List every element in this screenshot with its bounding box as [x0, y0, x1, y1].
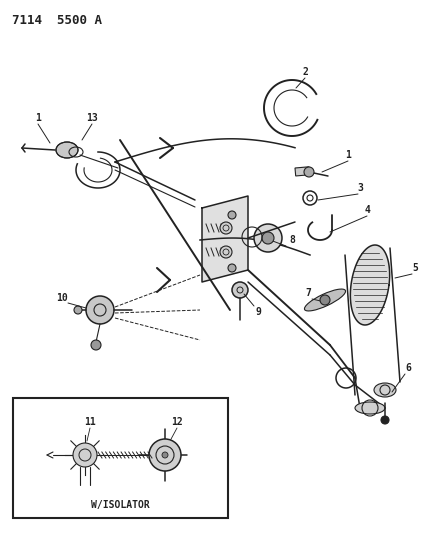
Ellipse shape — [374, 383, 396, 397]
Circle shape — [162, 452, 168, 458]
Polygon shape — [202, 196, 248, 282]
Circle shape — [220, 246, 232, 258]
Circle shape — [304, 167, 314, 177]
Circle shape — [228, 211, 236, 219]
Text: 13: 13 — [86, 113, 98, 123]
Circle shape — [86, 296, 114, 324]
Ellipse shape — [56, 142, 78, 158]
Text: 8: 8 — [289, 235, 295, 245]
Circle shape — [381, 416, 389, 424]
Circle shape — [232, 282, 248, 298]
Circle shape — [320, 295, 330, 305]
Ellipse shape — [74, 306, 82, 314]
Text: 6: 6 — [405, 363, 411, 373]
Text: 11: 11 — [84, 417, 96, 427]
Circle shape — [228, 264, 236, 272]
Circle shape — [220, 222, 232, 234]
Bar — [295, 167, 309, 176]
Circle shape — [73, 443, 97, 467]
Text: 1: 1 — [345, 150, 351, 160]
Text: 1: 1 — [35, 113, 41, 123]
Polygon shape — [351, 245, 389, 325]
Text: 12: 12 — [171, 417, 183, 427]
Circle shape — [254, 224, 282, 252]
Bar — [13, 398, 228, 518]
Text: 4: 4 — [365, 205, 371, 215]
Text: 7114  5500 A: 7114 5500 A — [12, 14, 102, 27]
Text: 7: 7 — [305, 288, 311, 298]
Circle shape — [91, 340, 101, 350]
Text: W/ISOLATOR: W/ISOLATOR — [91, 500, 150, 510]
Circle shape — [149, 439, 181, 471]
Ellipse shape — [355, 402, 385, 414]
Text: 2: 2 — [302, 67, 308, 77]
Text: 10: 10 — [56, 293, 68, 303]
Ellipse shape — [304, 289, 345, 311]
Circle shape — [262, 232, 274, 244]
Text: 9: 9 — [255, 307, 261, 317]
Text: 5: 5 — [412, 263, 418, 273]
Text: 3: 3 — [357, 183, 363, 193]
